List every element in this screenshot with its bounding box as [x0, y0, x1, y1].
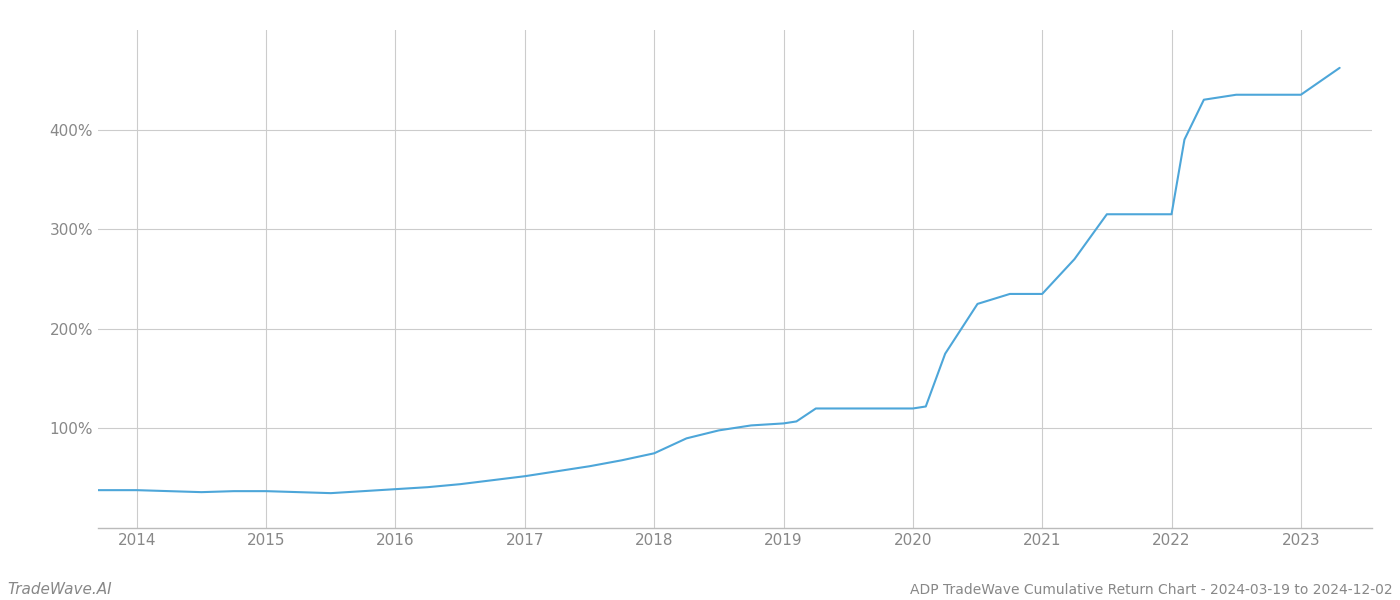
Text: ADP TradeWave Cumulative Return Chart - 2024-03-19 to 2024-12-02: ADP TradeWave Cumulative Return Chart - …: [910, 583, 1393, 597]
Text: TradeWave.AI: TradeWave.AI: [7, 582, 112, 597]
